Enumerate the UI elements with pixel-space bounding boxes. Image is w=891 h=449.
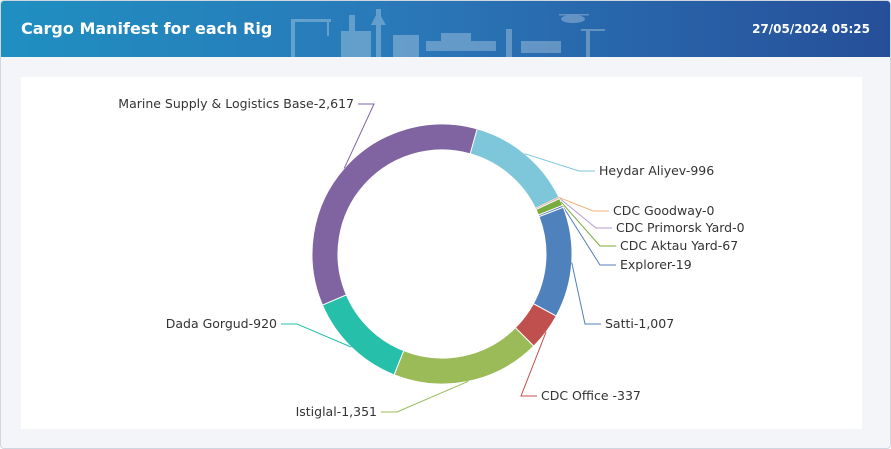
leader-line	[343, 103, 375, 169]
data-label: Istiglal-1,351	[296, 404, 377, 419]
leader-line	[559, 197, 612, 229]
offshore-skyline-icon	[291, 9, 605, 57]
chart-panel: Heydar Aliyev-996 CDC Goodway-0 CDC Primor…	[21, 77, 862, 429]
donut-slice[interactable]	[321, 294, 405, 376]
leader-line	[558, 196, 609, 212]
data-label: Dada Gorgud-920	[166, 316, 277, 331]
leader-line	[562, 206, 616, 266]
leader-line	[524, 153, 595, 172]
timestamp: 27/05/2024 05:25	[752, 22, 870, 36]
data-label: Explorer-19	[620, 257, 692, 272]
card-header: Cargo Manifest for each Rig 27/05/2024 0…	[1, 1, 890, 57]
data-label: CDC Office -337	[541, 388, 641, 403]
data-label: Satti-1,007	[605, 316, 674, 331]
data-label: Marine Supply & Logistics Base-2,617	[118, 96, 354, 111]
donut-slice[interactable]	[468, 127, 560, 210]
donut-slice[interactable]	[532, 206, 573, 317]
leader-line	[520, 331, 547, 397]
leader-line	[571, 262, 601, 325]
page-title: Cargo Manifest for each Rig	[21, 19, 273, 38]
donut-chart: Heydar Aliyev-996 CDC Goodway-0 CDC Primor…	[118, 96, 745, 419]
leader-line	[281, 323, 352, 348]
data-label: CDC Goodway-0	[613, 203, 715, 218]
data-label: Heydar Aliyev-996	[599, 163, 714, 178]
leader-line	[381, 380, 469, 413]
donut-slice[interactable]	[311, 123, 478, 306]
data-label: CDC Primorsk Yard-0	[616, 220, 745, 235]
donut-slice[interactable]	[535, 197, 560, 210]
data-label: CDC Aktau Yard-67	[620, 238, 738, 253]
leader-line	[560, 201, 616, 247]
donut-slice[interactable]	[393, 326, 535, 385]
